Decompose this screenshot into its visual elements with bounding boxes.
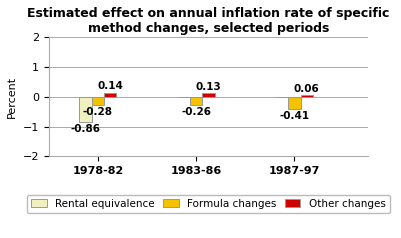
Title: Estimated effect on annual inflation rate of specific
method changes, selected p: Estimated effect on annual inflation rat… [27, 7, 390, 35]
Text: 0.06: 0.06 [294, 84, 320, 94]
Bar [79, 97, 92, 122]
Y-axis label: Percent: Percent [7, 76, 17, 118]
Bar [190, 97, 202, 104]
Bar [202, 93, 215, 97]
Text: 0.14: 0.14 [97, 81, 123, 91]
Bar [300, 95, 313, 97]
Bar [92, 97, 104, 105]
Text: 0.13: 0.13 [196, 81, 221, 91]
Text: -0.28: -0.28 [83, 107, 113, 117]
Text: -0.26: -0.26 [181, 107, 211, 117]
Text: -0.41: -0.41 [279, 111, 310, 121]
Bar [104, 93, 116, 97]
Bar [288, 97, 300, 109]
Text: -0.86: -0.86 [71, 124, 101, 134]
Legend: Rental equivalence, Formula changes, Other changes: Rental equivalence, Formula changes, Oth… [27, 195, 390, 213]
